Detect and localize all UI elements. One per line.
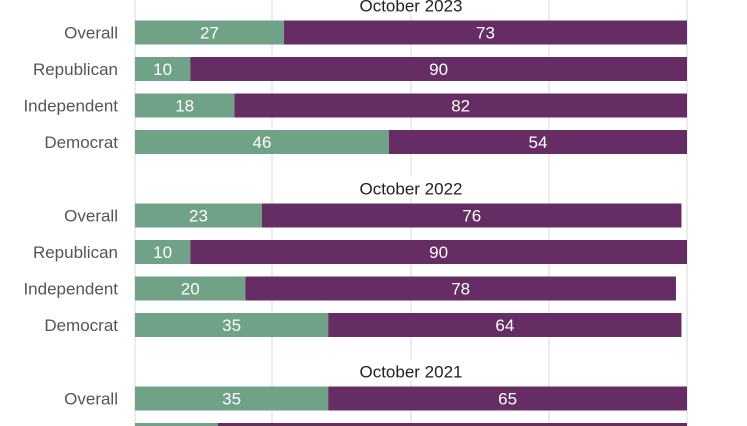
data-label: 64 [495, 316, 514, 335]
bar-segment-green [135, 240, 191, 264]
bar-segment-purple [261, 203, 682, 228]
group-title: October 2023 [359, 0, 462, 16]
category-label: Democrat [44, 133, 118, 152]
data-label: 78 [451, 280, 470, 299]
bar-segment-green [135, 313, 329, 337]
data-label: 54 [528, 133, 547, 152]
bar-segment-green [135, 130, 389, 154]
category-label: Democrat [44, 316, 118, 335]
bar-segment-purple [234, 93, 688, 118]
category-label: Overall [64, 390, 118, 409]
group-title: October 2021 [359, 363, 462, 382]
group-title: October 2022 [359, 180, 462, 199]
category-label: Overall [64, 24, 118, 43]
data-label: 35 [222, 316, 241, 335]
bar-segment-green [135, 93, 235, 118]
bar-segment-purple [328, 386, 687, 411]
data-label: 73 [476, 24, 495, 43]
group-title-backing [351, 359, 471, 381]
data-label: 46 [252, 133, 271, 152]
group-title-backing [351, 0, 471, 15]
bar-segment-purple [190, 240, 687, 264]
data-label: 82 [451, 97, 470, 116]
category-label: Overall [64, 207, 118, 226]
bar-segment-green [135, 203, 262, 228]
data-label: 20 [181, 280, 200, 299]
bar-segment-green [135, 386, 329, 411]
bar-segment-purple [328, 313, 682, 337]
bar-segment-green [135, 276, 246, 301]
bar-segment-purple [245, 276, 676, 301]
data-label: 90 [429, 60, 448, 79]
chart-marks: October 2023 Overall 27 73 Republican 10 90 Ind… [23, 0, 688, 426]
data-label: 65 [498, 390, 517, 409]
data-label: 18 [175, 97, 194, 116]
data-label: 10 [153, 243, 172, 262]
bar-segment-purple [388, 130, 687, 154]
bar-segment-green [135, 57, 191, 81]
bar-segment-green [135, 20, 285, 45]
data-label: 90 [429, 243, 448, 262]
category-label: Independent [23, 280, 118, 299]
bar-segment-green [135, 423, 218, 426]
category-label: Independent [23, 97, 118, 116]
data-label: 10 [153, 60, 172, 79]
bar-segment-purple [217, 423, 688, 426]
category-label: Republican [33, 243, 118, 262]
group-title-backing [351, 176, 471, 198]
data-label: 76 [462, 207, 481, 226]
data-label: 23 [189, 207, 208, 226]
data-label: 27 [200, 24, 219, 43]
category-label: Republican [33, 60, 118, 79]
bar-segment-purple [190, 57, 687, 81]
bar-segment-purple [284, 20, 687, 45]
data-label: 35 [222, 390, 241, 409]
